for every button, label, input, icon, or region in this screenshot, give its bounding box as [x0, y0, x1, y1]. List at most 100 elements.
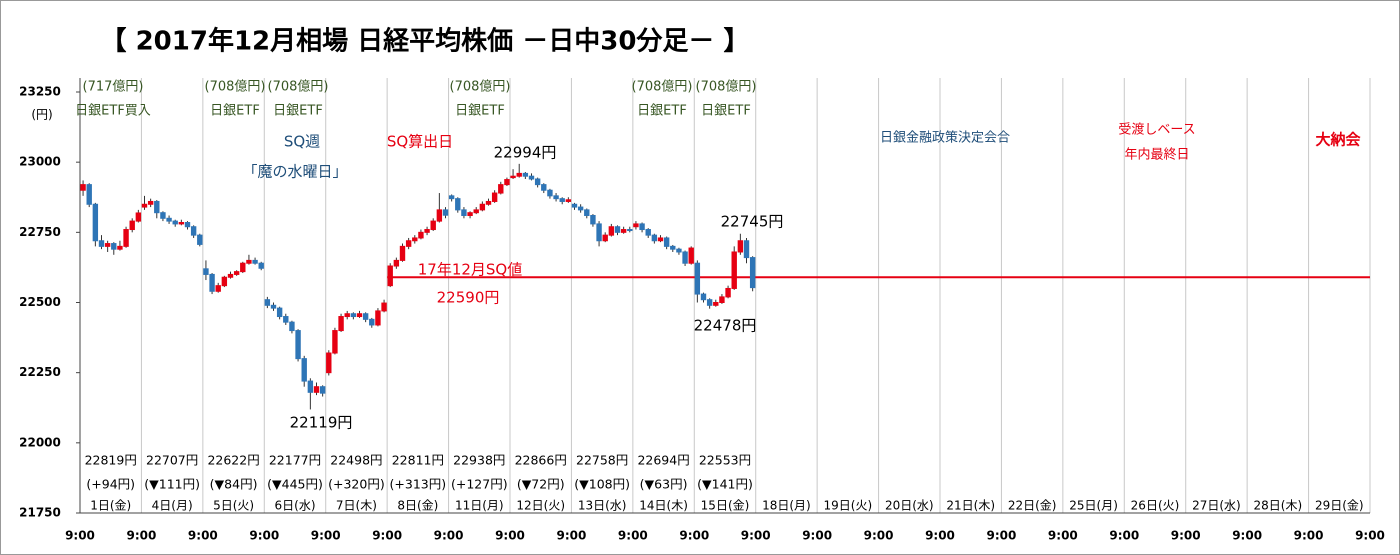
daily-change: (+127円) — [451, 477, 508, 492]
x-tick-label: 9:00 — [1355, 529, 1385, 543]
x-category-label: 18日(月) — [762, 499, 811, 513]
daily-close: 22819円 — [85, 453, 137, 468]
event-note: 大納会 — [1315, 131, 1361, 149]
y-unit: (円) — [31, 108, 52, 122]
daily-change: (+94円) — [86, 477, 135, 492]
candle-body — [154, 200, 160, 214]
candle-body — [270, 304, 277, 309]
candle-body — [418, 231, 424, 239]
candle-body — [479, 203, 486, 211]
x-category-label: 4日(月) — [152, 499, 193, 513]
x-category-label: 7日(木) — [336, 499, 377, 513]
candle-body — [184, 222, 191, 228]
candle-body — [436, 209, 443, 222]
candle-body — [258, 262, 264, 269]
price-note: 22745円 — [721, 213, 784, 231]
candle-body — [203, 268, 209, 275]
candle-body — [215, 285, 221, 292]
candle-body — [166, 217, 172, 222]
candle-body — [147, 200, 154, 205]
y-tick-label: 22750 — [19, 225, 61, 239]
candle-body — [313, 386, 320, 393]
daily-close: 22498円 — [330, 453, 382, 468]
x-tick-label: 9:00 — [1109, 529, 1139, 543]
candle-body — [448, 195, 455, 200]
candle-body — [233, 271, 240, 275]
x-tick-label: 9:00 — [65, 529, 95, 543]
x-tick-label: 9:00 — [925, 529, 955, 543]
x-tick-label: 9:00 — [802, 529, 832, 543]
daily-change: (▼445円) — [267, 477, 323, 492]
x-category-label: 21日(木) — [946, 499, 995, 513]
candle-body — [190, 226, 197, 236]
candle-body — [117, 245, 123, 250]
candle-body — [86, 184, 92, 205]
candle-body — [614, 226, 621, 233]
candle-body — [227, 273, 234, 278]
candle-body — [639, 223, 645, 231]
candle-body — [172, 220, 178, 225]
x-category-label: 28日(木) — [1254, 499, 1303, 513]
daily-change: (+313円) — [390, 477, 447, 492]
daily-change: (▼111円) — [144, 477, 200, 492]
candle-body — [442, 209, 449, 216]
candle-body — [706, 299, 713, 306]
candle-body — [381, 302, 387, 312]
candle-body — [645, 229, 651, 236]
y-tick-label: 22000 — [19, 435, 61, 449]
x-category-label: 15日(金) — [701, 499, 750, 513]
candle-body — [694, 262, 701, 295]
candle-body — [731, 251, 737, 289]
candle-body — [301, 358, 307, 382]
etf-amount: (708億円) — [450, 80, 511, 95]
candle-body — [246, 259, 252, 264]
daily-close: 22866円 — [515, 453, 567, 468]
candle-body — [362, 313, 369, 320]
daily-change: (▼72円) — [517, 477, 565, 492]
candle-body — [289, 321, 295, 332]
x-category-label: 11日(月) — [455, 499, 504, 513]
x-tick-label: 9:00 — [1232, 529, 1262, 543]
candle-body — [111, 243, 117, 250]
daily-change: (▼108円) — [574, 477, 630, 492]
candle-body — [276, 307, 283, 318]
candle-body — [344, 313, 350, 318]
etf-amount: (717億円) — [83, 80, 144, 95]
sq-label: 22590円 — [437, 289, 500, 307]
y-tick-label: 22250 — [19, 365, 61, 379]
candle-body — [178, 222, 185, 225]
daily-close: 22177円 — [269, 453, 321, 468]
event-note: SQ算出日 — [387, 133, 453, 151]
etf-label: 日銀ETF — [273, 104, 323, 119]
candle-body — [571, 203, 578, 208]
candle-body — [350, 313, 357, 318]
x-category-label: 14日(木) — [639, 499, 688, 513]
candle-body — [553, 195, 559, 200]
candle-body — [541, 184, 547, 191]
x-category-label: 8日(金) — [397, 499, 438, 513]
x-category-label: 29日(金) — [1315, 499, 1364, 513]
candle-body — [565, 199, 572, 202]
candle-body — [160, 212, 166, 219]
price-note: 22478円 — [694, 317, 757, 335]
candle-body — [522, 172, 529, 177]
x-tick-label: 9:00 — [556, 529, 586, 543]
x-tick-label: 9:00 — [618, 529, 648, 543]
candle-body — [307, 380, 314, 393]
y-tick-label: 23000 — [19, 155, 61, 169]
candle-body — [651, 234, 658, 242]
x-tick-label: 9:00 — [864, 529, 894, 543]
daily-close: 22694円 — [637, 453, 689, 468]
daily-close: 22938円 — [453, 453, 505, 468]
event-note: 日銀金融政策決定会合 — [880, 130, 1010, 146]
etf-label: 日銀ETF — [701, 104, 751, 119]
x-tick-label: 9:00 — [188, 529, 218, 543]
etf-amount: (708億円) — [696, 80, 757, 95]
candle-body — [596, 223, 602, 242]
candle-body — [399, 245, 406, 261]
etf-amount: (708億円) — [632, 80, 693, 95]
candle-body — [209, 273, 215, 292]
candle-body — [197, 234, 203, 245]
event-note: 受渡しベース — [1118, 123, 1195, 138]
